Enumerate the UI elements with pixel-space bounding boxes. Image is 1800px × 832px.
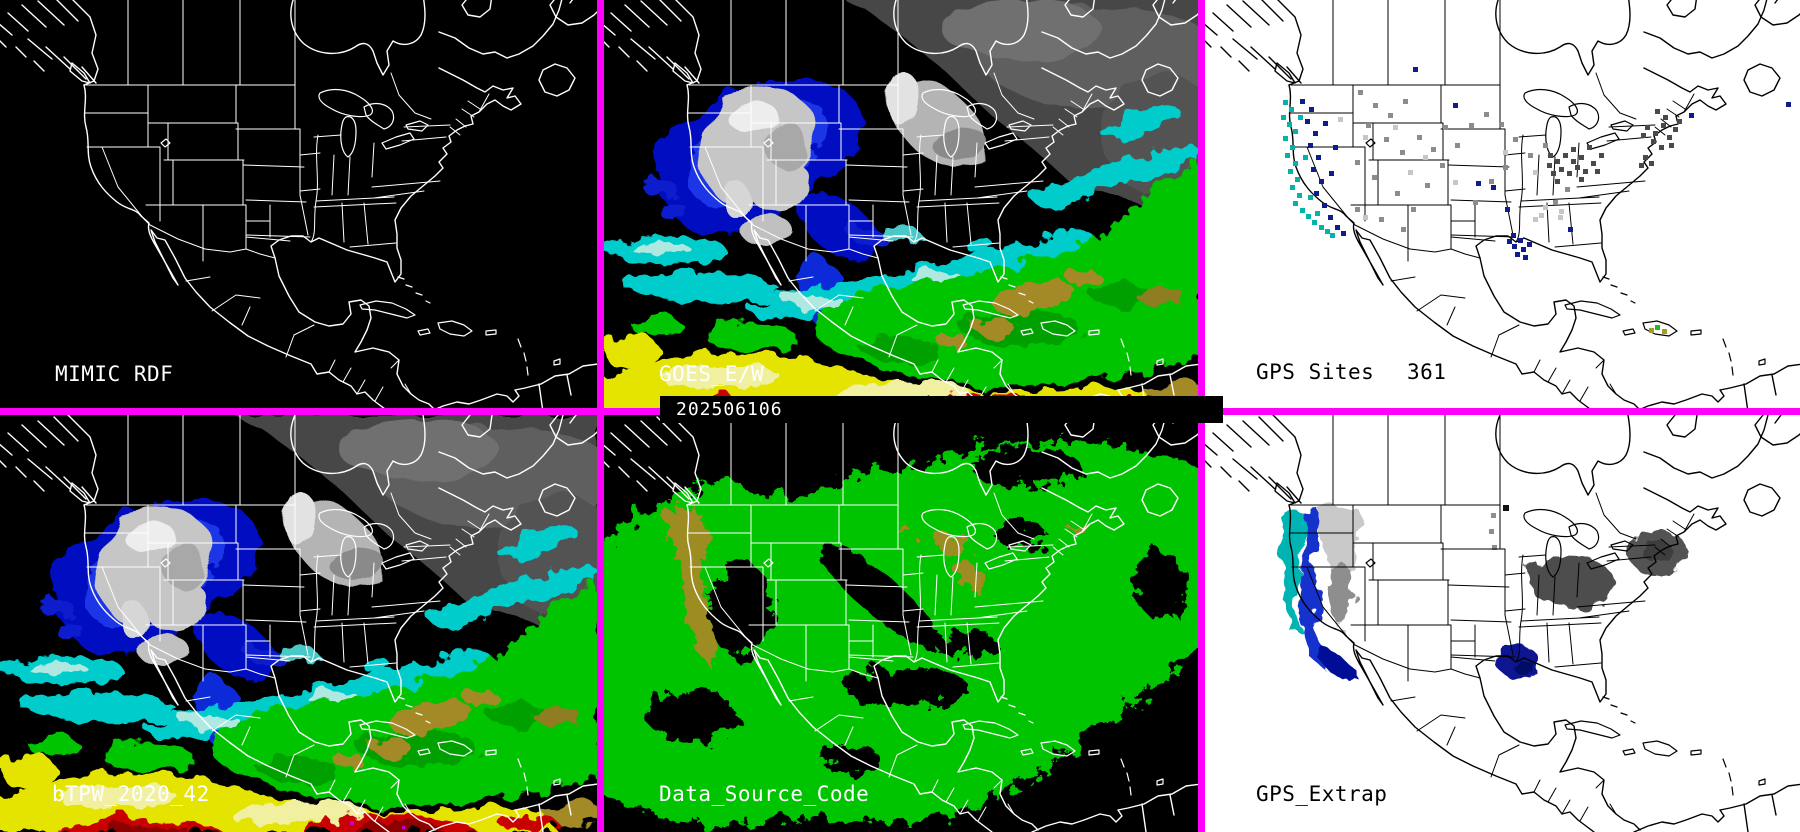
label-gps-sites: GPS Sites xyxy=(1256,360,1375,384)
panel-mimic-rdf xyxy=(0,0,597,408)
label-gps-extrap: GPS_Extrap xyxy=(1256,782,1388,806)
label-btpw: bTPW_2020_42 xyxy=(52,782,210,806)
panel-gps-extrap xyxy=(1205,415,1800,832)
panel-goes-ew xyxy=(604,0,1198,408)
panel-divider-vertical-left xyxy=(597,0,604,832)
panel-btpw xyxy=(0,415,597,832)
gps-site-markers xyxy=(1281,67,1791,334)
label-goes-ew: GOES_E/W xyxy=(659,362,765,386)
panel-data-source-code xyxy=(604,415,1198,832)
label-mimic-rdf: MIMIC RDF xyxy=(55,362,174,386)
timestamp-band: 202506106 xyxy=(660,396,1223,423)
gps-sites-count: 361 xyxy=(1407,360,1447,384)
panel-gps-sites xyxy=(1205,0,1800,408)
timestamp-text: 202506106 xyxy=(676,399,783,420)
label-data-source-code: Data_Source_Code xyxy=(659,782,870,806)
